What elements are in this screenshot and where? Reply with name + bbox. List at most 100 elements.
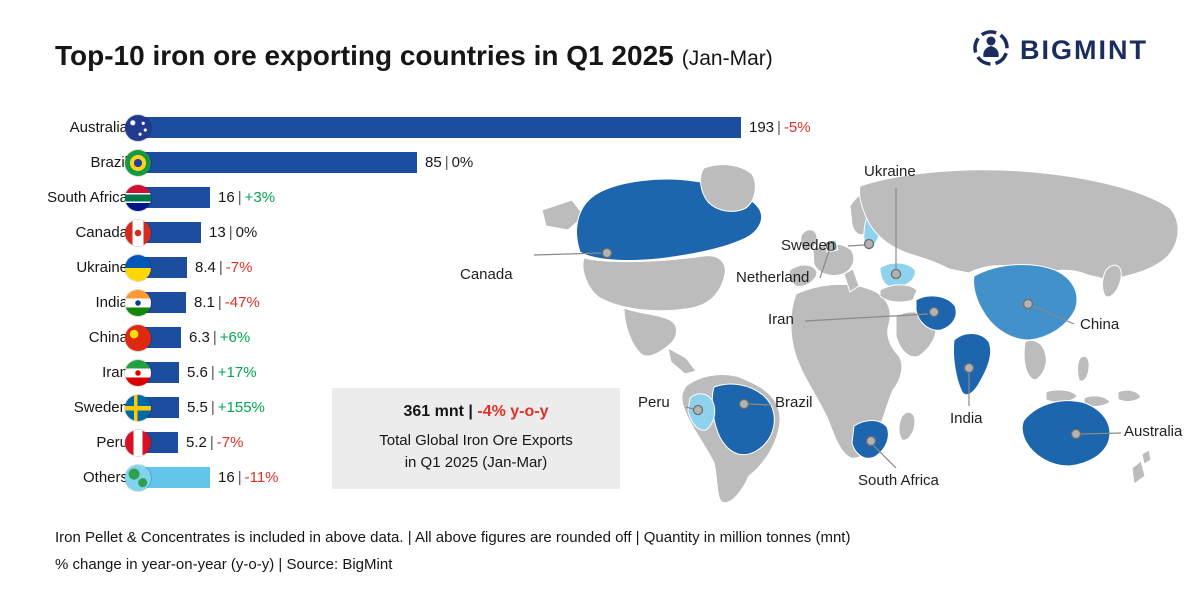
japan-shape [1102,264,1122,298]
change-label: -7% [225,259,253,276]
map-label-netherland: Netherland [736,269,810,286]
brand-name: BIGMINT [1020,35,1148,65]
bar-wrap: 6.3 | +6% [125,324,840,351]
china-flag-icon [125,324,151,351]
chart-row: Iran 5.6 | +17% [40,355,840,390]
bar-wrap: 13 | 0% [125,219,840,246]
map-label-canada: Canada [460,266,513,283]
value-label: 16 [218,189,235,206]
peru-connector [685,406,694,410]
ukraine-flag-icon [125,254,151,281]
chart-row: Sweden 5.5 | +155% [40,390,840,425]
separator: | [210,399,215,416]
value-label: 5.5 [187,399,208,416]
iran-marker [928,306,940,318]
canada-marker [601,247,613,259]
philippines-shape [1077,355,1090,382]
country-label: Peru [96,434,128,451]
total-exports-caption: Total Global Iron Ore Exports in Q1 2025… [351,430,601,474]
change-label: 0% [451,154,474,171]
value-and-change: 13 | 0% [209,224,257,241]
label-connector-lines [533,188,1122,469]
value-and-change: 193 | -5% [749,119,811,136]
value-label: 6.3 [189,329,210,346]
turkey-shape [879,284,918,303]
value-label: 8.4 [195,259,216,276]
separator: | [444,154,449,171]
map-label-australia: Australia [1124,423,1183,440]
value-label: 5.6 [187,364,208,381]
netherland-marker [825,240,837,252]
bar [138,117,741,138]
madagascar-shape [898,411,916,441]
iran-flag-icon [125,359,151,386]
map-label-china: China [1080,316,1120,333]
separator: | [237,189,242,206]
value-and-change: 6.3 | +6% [189,329,250,346]
canada-connector [533,252,602,256]
total-change: -4% y-o-y [477,403,549,420]
value-and-change: 5.6 | +17% [187,364,257,381]
total-separator: | [468,403,473,420]
map-label-iran: Iran [768,311,794,328]
chart-row: India 8.1 | -47% [40,285,840,320]
chart-row: China 6.3 | +6% [40,320,840,355]
country-label: China [88,329,128,346]
caption-line-1: Total Global Iron Ore Exports [379,432,573,449]
bar-wrap: 8.1 | -47% [125,289,840,316]
change-label: -47% [224,294,260,311]
russia-asia-shape [859,169,1179,281]
change-label: -11% [244,469,279,486]
separator: | [217,294,222,311]
separator: | [777,119,781,136]
footnote: Iron Pellet & Concentrates is included i… [55,524,850,578]
se-asia-shape [1023,339,1047,381]
bar [138,187,210,208]
bar-wrap: 85 | 0% [125,149,840,176]
title-text: Top-10 iron ore exporting countries in Q… [55,40,674,71]
country-markers [601,238,1082,447]
globe-flag-icon [125,464,151,491]
chart-row: Brazil 85 | 0% [40,145,840,180]
change-label: -7% [216,434,244,451]
separator: | [212,329,217,346]
change-label: 0% [235,224,258,241]
ukraine-marker [890,268,902,280]
world-map [533,164,1179,504]
value-and-change: 16 | +3% [218,189,275,206]
australia-marker [1070,428,1082,440]
bar [138,152,417,173]
country-label: Sweden [73,399,128,416]
usa-shape [582,255,726,312]
separator: | [210,364,215,381]
change-label: +3% [244,189,276,206]
bar-wrap: 5.6 | +17% [125,359,840,386]
separator: | [218,259,223,276]
uk-shape [800,229,818,251]
caption-line-2: in Q1 2025 (Jan-Mar) [404,453,548,471]
change-label: +155% [217,399,265,416]
brazil-flag-icon [125,149,151,176]
change-label: +17% [217,364,257,381]
change-label: +6% [219,329,251,346]
bar-chart: Australia 193 | -5% Brazil 85 | 0% South Afr… [40,110,840,495]
value-and-change: 8.4 | -7% [195,259,252,276]
brazil-marker [738,398,750,410]
separator: | [209,434,214,451]
chart-row: South Africa 16 | +3% [40,180,840,215]
country-label: India [95,294,128,311]
indonesia-shape-1 [1045,389,1078,403]
value-label: 85 [425,154,442,171]
bar [138,222,201,243]
australia-shape [1021,400,1111,467]
bar-wrap: 5.2 | -7% [125,429,840,456]
chart-row: Australia 193 | -5% [40,110,840,145]
separator: | [237,469,242,486]
peru-flag-icon [125,429,151,456]
value-label: 16 [218,469,235,486]
canada-flag-icon [125,219,151,246]
map-label-ukraine: Ukraine [864,163,916,180]
bar-wrap: 16 | +3% [125,184,840,211]
bar-wrap: 5.5 | +155% [125,394,840,421]
